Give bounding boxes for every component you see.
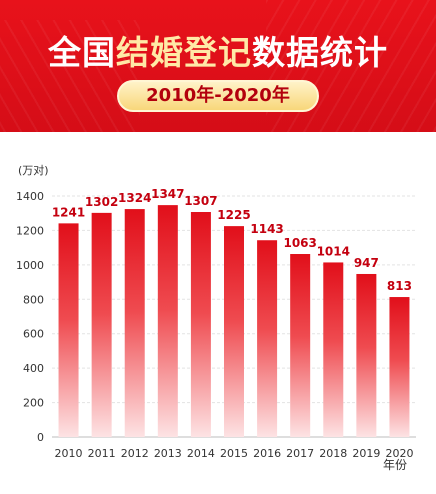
x-tick-label: 2010 (55, 447, 83, 460)
bar-2010 (58, 223, 79, 437)
bar-2020 (389, 297, 410, 437)
y-tick-label: 1000 (16, 259, 44, 272)
data-label-2011: 1302 (85, 195, 118, 209)
y-tick-label: 800 (23, 293, 44, 306)
bar-2013 (157, 205, 178, 437)
x-axis-unit: 年份 (383, 458, 407, 472)
bar-2017 (290, 254, 311, 437)
bar-2011 (91, 212, 112, 437)
data-label-2012: 1324 (118, 191, 151, 205)
period-badge: 2010年-2020年 (117, 80, 319, 112)
y-tick-label: 200 (23, 397, 44, 410)
data-label-2015: 1225 (217, 208, 250, 222)
x-tick-label: 2014 (187, 447, 215, 460)
x-tick-label: 2011 (88, 447, 116, 460)
title-highlight: 结婚登记 (116, 33, 252, 72)
data-label-2020: 813 (387, 279, 412, 293)
bar-2019 (356, 273, 377, 437)
data-label-2016: 1143 (250, 222, 283, 236)
data-label-2018: 1014 (317, 244, 350, 258)
x-tick-label: 2018 (319, 447, 347, 460)
bar-2018 (323, 262, 344, 437)
data-label-2019: 947 (354, 256, 379, 270)
header-banner: 全国结婚登记数据统计 2010年-2020年 (0, 0, 436, 132)
data-label-2010: 1241 (52, 205, 85, 219)
x-tick-label: 2015 (220, 447, 248, 460)
page-title: 全国结婚登记数据统计 (0, 26, 436, 74)
bar-2015 (224, 226, 244, 437)
y-tick-label: 1400 (16, 190, 44, 203)
data-label-2013: 1347 (151, 187, 184, 201)
y-tick-label: 400 (23, 362, 44, 375)
x-tick-label: 2017 (286, 447, 314, 460)
y-tick-label: 1200 (16, 224, 44, 237)
y-tick-label: 0 (37, 431, 44, 444)
bar-2016 (257, 240, 278, 437)
bar-2014 (190, 212, 211, 437)
x-tick-label: 2020 (385, 447, 413, 460)
y-tick-label: 600 (23, 328, 44, 341)
y-axis-unit: (万对) (18, 163, 49, 177)
x-tick-label: 2019 (352, 447, 380, 460)
data-label-2017: 1063 (283, 236, 316, 250)
x-tick-label: 2012 (121, 447, 149, 460)
bar-2012 (124, 209, 145, 437)
title-prefix: 全国 (48, 33, 116, 72)
x-tick-label: 2016 (253, 447, 281, 460)
x-tick-label: 2013 (154, 447, 182, 460)
data-label-2014: 1307 (184, 194, 217, 208)
title-suffix: 数据统计 (252, 33, 388, 72)
bar-chart: 0 200 400 600 800 1000 1200 1400 1241 2010 1302 20… (16, 163, 416, 472)
chart-area: 0 200 400 600 800 1000 1200 1400 1241 2010 1302 20… (0, 132, 436, 490)
